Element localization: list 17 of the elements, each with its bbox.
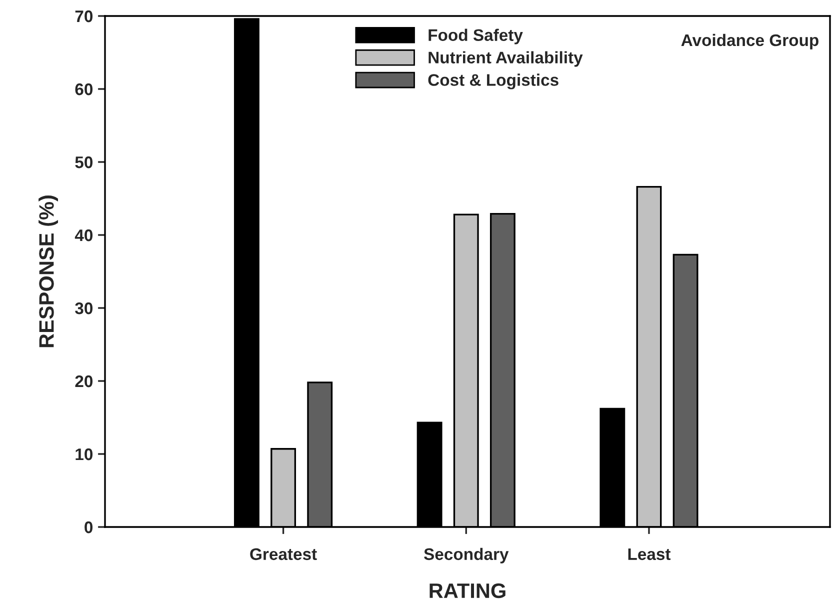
y-tick-label: 20	[75, 375, 93, 388]
y-tick-label: 40	[74, 229, 93, 242]
legend-label: Food Safety	[428, 28, 523, 44]
y-axis-title: RESPONSE (%)	[38, 196, 58, 348]
y-tick-label: 0	[84, 521, 93, 534]
x-tick-label: Secondary	[424, 548, 509, 564]
x-tick-label: Least	[628, 548, 671, 560]
y-tick-label: 10	[76, 448, 93, 460]
legend-label: Cost & Logistics	[428, 74, 558, 90]
x-axis-title: RATING	[430, 583, 506, 598]
annotation: Avoidance Group	[681, 34, 818, 50]
legend-label: Nutrient Availability	[428, 51, 583, 67]
y-tick-label: 50	[75, 156, 93, 168]
y-tick-label: 60	[75, 83, 93, 96]
y-tick-label: 30	[75, 302, 93, 314]
x-tick-label: Greatest	[250, 548, 317, 560]
y-tick-label: 70	[75, 10, 93, 22]
